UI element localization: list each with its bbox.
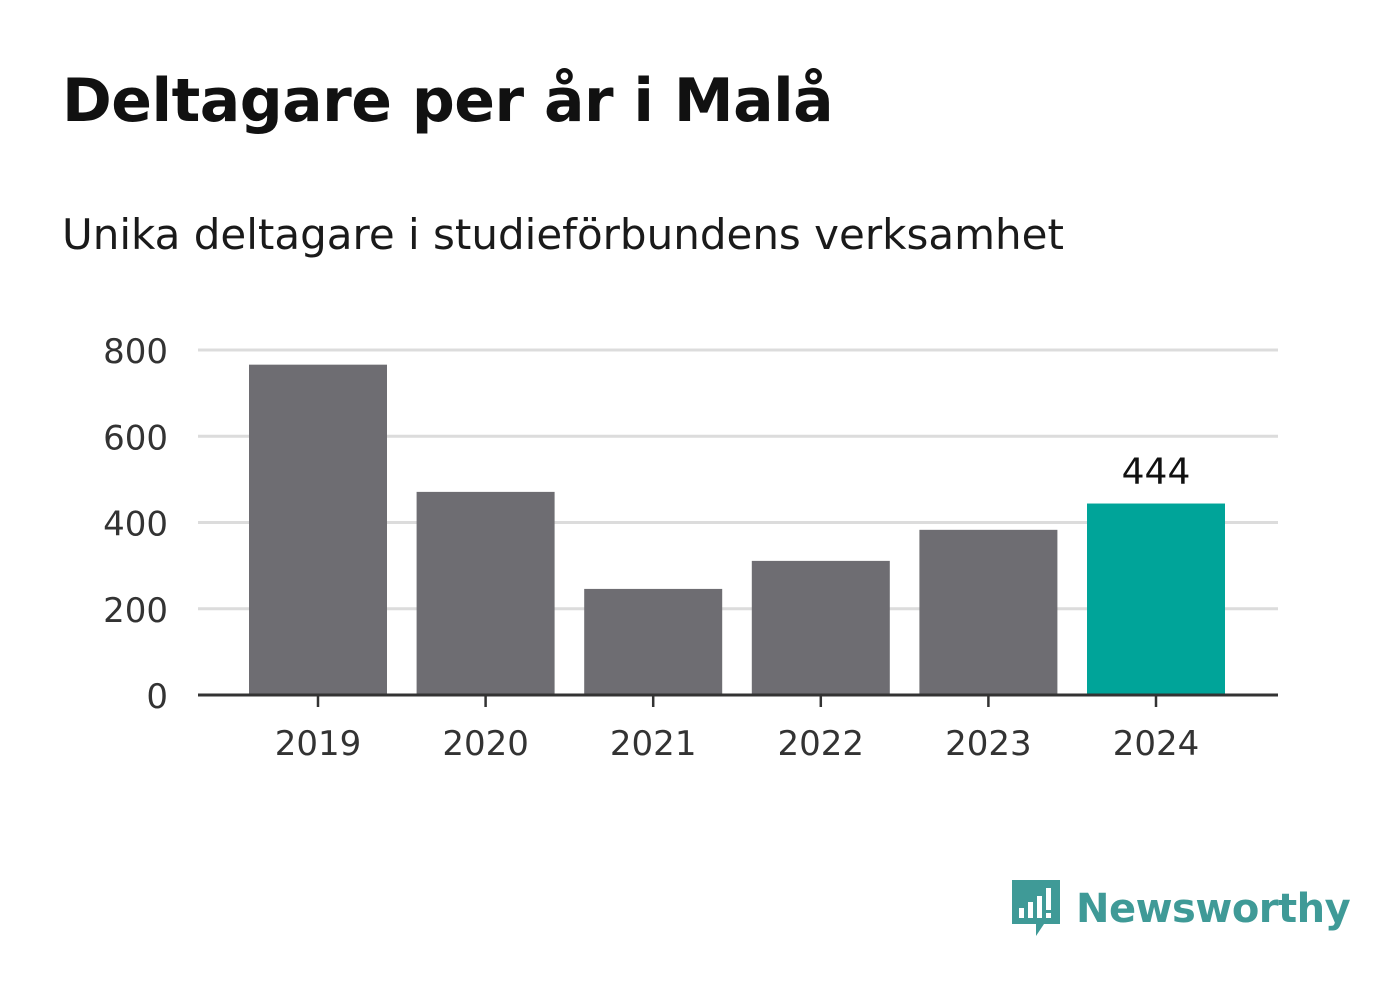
x-tick-label: 2019 bbox=[275, 724, 362, 764]
x-tick-label: 2021 bbox=[610, 724, 697, 764]
y-tick-label: 0 bbox=[146, 677, 168, 717]
bars bbox=[249, 364, 1225, 695]
bar-2023 bbox=[919, 529, 1058, 695]
chart-title: Deltagare per år i Malå bbox=[62, 66, 834, 136]
chart-subtitle: Unika deltagare i studieförbundens verks… bbox=[62, 210, 1064, 259]
brand-name: Newsworthy bbox=[1076, 886, 1351, 932]
x-tick-label: 2023 bbox=[945, 724, 1032, 764]
y-tick-label: 400 bbox=[103, 505, 168, 545]
data-label: 444 bbox=[1122, 452, 1191, 493]
x-axis-ticks: 2019 2020 2021 2022 2023 2024 bbox=[275, 695, 1200, 764]
y-axis-ticks: 0 200 400 600 800 bbox=[103, 332, 168, 717]
data-labels: 444 bbox=[1122, 452, 1191, 493]
bar-2019 bbox=[249, 364, 387, 695]
newsworthy-logo-icon bbox=[1012, 880, 1060, 936]
y-tick-label: 600 bbox=[103, 418, 168, 458]
bar-2024 bbox=[1087, 503, 1225, 695]
x-tick-label: 2022 bbox=[778, 724, 865, 764]
x-tick-label: 2024 bbox=[1113, 724, 1200, 764]
bar-2022 bbox=[751, 560, 890, 695]
x-tick-label: 2020 bbox=[442, 724, 529, 764]
y-tick-label: 200 bbox=[103, 591, 168, 631]
bar-2020 bbox=[416, 491, 555, 695]
bar-2021 bbox=[584, 588, 723, 695]
brand: Newsworthy bbox=[1010, 878, 1351, 940]
y-tick-label: 800 bbox=[103, 332, 168, 372]
